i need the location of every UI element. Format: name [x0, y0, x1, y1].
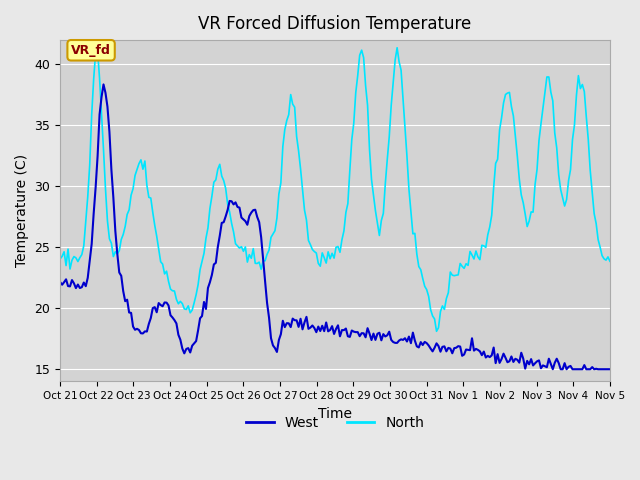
Line: North: North [60, 48, 610, 331]
North [433, 328, 440, 334]
West [515, 360, 523, 365]
West [100, 82, 108, 87]
West [56, 279, 64, 285]
West [397, 336, 405, 342]
Legend: West, North: West, North [240, 411, 430, 436]
North [606, 258, 614, 264]
West [549, 366, 557, 372]
West [606, 366, 614, 372]
Text: VR_fd: VR_fd [71, 44, 111, 57]
West [323, 320, 330, 325]
Title: VR Forced Diffusion Temperature: VR Forced Diffusion Temperature [198, 15, 472, 33]
North [517, 192, 525, 198]
North [513, 154, 521, 159]
North [370, 192, 378, 198]
West [372, 337, 380, 343]
X-axis label: Time: Time [318, 407, 352, 420]
Line: West: West [60, 84, 610, 369]
Y-axis label: Temperature (C): Temperature (C) [15, 154, 29, 267]
North [393, 45, 401, 50]
North [321, 255, 328, 261]
West [511, 356, 519, 362]
North [397, 67, 405, 73]
North [56, 256, 64, 262]
West [143, 329, 150, 335]
North [141, 158, 148, 164]
